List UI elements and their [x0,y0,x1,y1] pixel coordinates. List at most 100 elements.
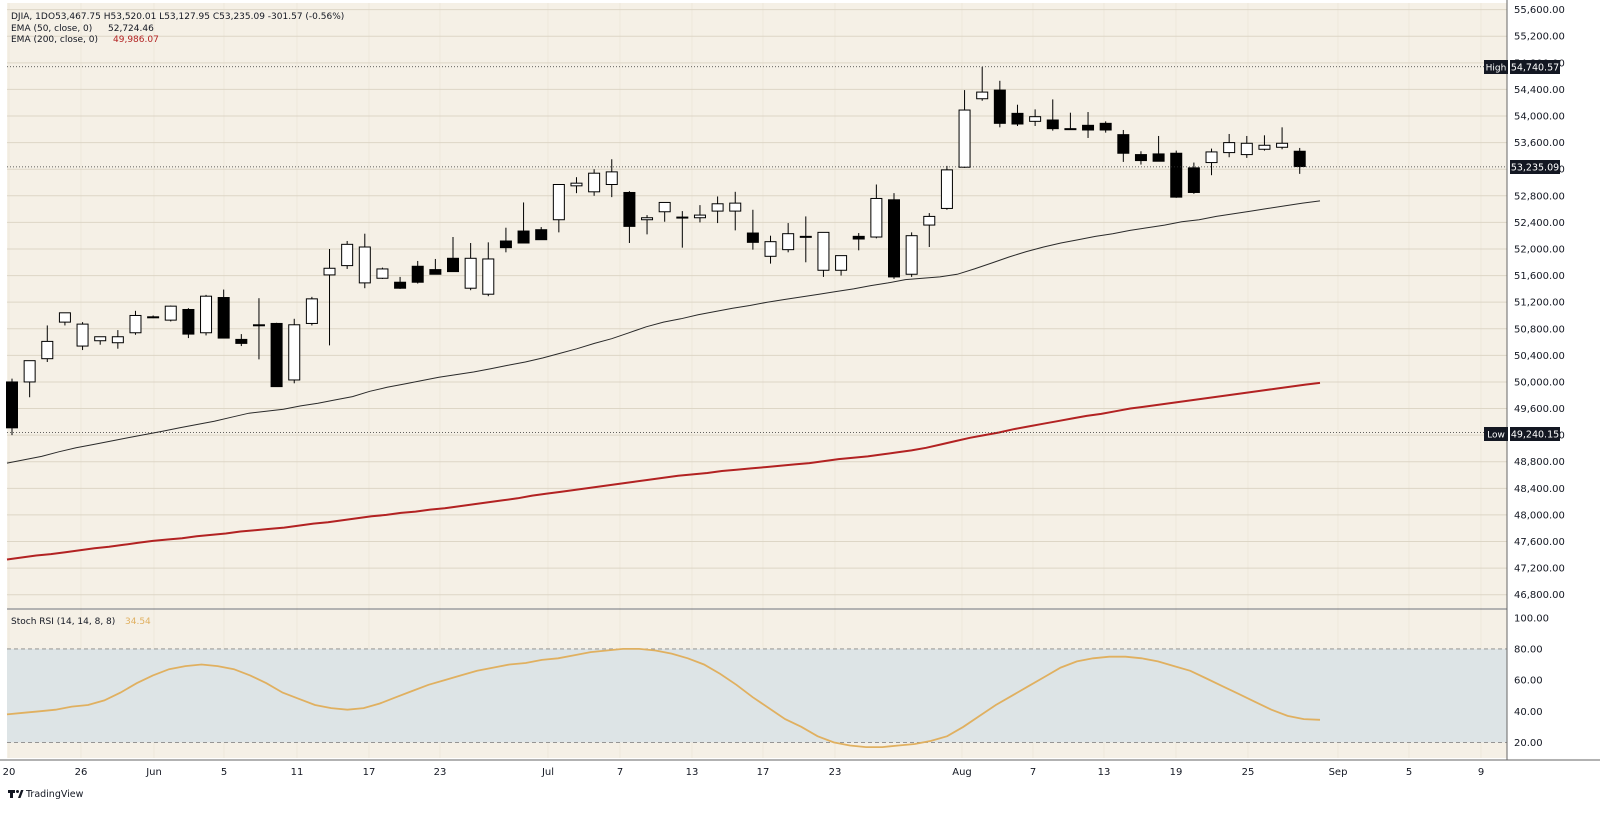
candle[interactable] [1046,99,1059,131]
candle[interactable] [940,165,953,210]
legend-symbol[interactable]: DJIA, 1D [11,12,48,22]
candle[interactable] [923,213,936,247]
candle[interactable] [1082,112,1095,138]
time-tick-label: 26 [75,767,88,778]
price-axis[interactable]: 46,800.00 47,200.00 47,600.00 48,000.00 48,4… [1514,5,1565,601]
candle-body-up [200,295,213,334]
candle[interactable] [676,211,689,248]
candle[interactable] [1223,133,1236,158]
candle[interactable] [799,216,812,263]
candle[interactable] [1134,151,1147,165]
candle[interactable] [535,227,548,241]
watermark[interactable]: TradingView [25,789,84,800]
candle[interactable] [411,260,424,284]
candle[interactable] [1187,162,1200,194]
candle[interactable] [341,241,354,269]
candle[interactable] [499,227,512,253]
candle[interactable] [746,209,759,250]
candle[interactable] [641,215,654,235]
candle[interactable] [1276,127,1289,150]
candle[interactable] [570,177,583,194]
candle[interactable] [76,322,89,351]
candle[interactable] [852,233,865,251]
legend-ema200-label[interactable]: EMA (200, close, 0) [11,35,98,45]
legend-ema50-label[interactable]: EMA (50, close, 0) [11,24,92,34]
candle[interactable] [305,296,318,326]
candle[interactable] [482,242,495,297]
candle[interactable] [1258,135,1271,151]
candle[interactable] [111,330,124,349]
candle[interactable] [200,294,213,336]
candle[interactable] [252,298,265,360]
candle[interactable] [23,360,36,398]
tradingview-logo-icon[interactable] [8,790,24,798]
candle[interactable] [270,322,283,388]
candle[interactable] [182,308,195,339]
grid [7,3,1507,758]
candle[interactable] [711,196,724,224]
candle[interactable] [1240,135,1253,158]
candle[interactable] [517,202,530,244]
candle[interactable] [1293,147,1306,174]
candle[interactable] [1117,129,1130,162]
candle[interactable] [376,267,389,279]
candle[interactable] [870,184,883,239]
candle[interactable] [358,233,371,289]
candle[interactable] [905,232,918,277]
candle[interactable] [41,325,54,363]
candle[interactable] [764,235,777,264]
candle[interactable] [1029,109,1042,126]
candle[interactable] [447,237,459,273]
candle[interactable] [323,248,336,346]
candle[interactable] [147,315,160,319]
stoch-tick-label: 80.00 [1514,644,1543,655]
candle[interactable] [782,223,795,253]
candle[interactable] [288,318,301,384]
candle[interactable] [693,205,706,223]
candle[interactable] [1170,150,1183,198]
candle-body-up [570,182,583,187]
price-tick-label: 55,200.00 [1514,32,1565,43]
candle[interactable] [235,334,248,347]
candle[interactable] [164,305,177,322]
candle[interactable] [817,231,830,277]
candle[interactable] [394,276,407,289]
price-tick-label: 48,800.00 [1514,457,1565,468]
candle[interactable] [94,336,107,345]
candle[interactable] [588,169,601,196]
time-tick-label: 23 [829,767,842,778]
candle[interactable] [552,184,565,233]
candle[interactable] [58,312,71,326]
candle[interactable] [976,66,989,101]
low-tag: Low [1487,431,1505,441]
candle[interactable] [729,191,742,231]
candle[interactable] [1064,112,1077,131]
candle[interactable] [129,310,142,335]
candle[interactable] [1011,104,1024,126]
candle[interactable] [623,191,636,244]
legend-stoch-label[interactable]: Stoch RSI (14, 14, 8, 8) [11,617,115,627]
candle[interactable] [605,159,618,198]
candle[interactable] [658,201,671,222]
stoch-axis[interactable]: 20.00 40.00 60.00 80.00 100.00 [1514,613,1549,749]
candle[interactable] [217,289,230,339]
time-tick-label: 13 [686,767,699,778]
candle[interactable] [429,258,442,275]
candle-body-down [888,199,900,278]
candle[interactable] [1099,121,1112,133]
candle-body-up [164,305,177,321]
candle[interactable] [464,243,477,291]
candle-body-down [394,281,407,289]
candle[interactable] [6,378,18,436]
candle[interactable] [835,255,848,276]
candles[interactable] [6,66,1306,436]
time-axis[interactable]: 20 26 Jun 5 11 17 23 Jul 7 13 17 23 Aug 7 13 19 25 Sep 5 9 [3,767,1485,778]
stoch-tick-label: 40.00 [1514,707,1543,718]
candle[interactable] [1152,135,1165,162]
candle[interactable] [1205,148,1218,176]
candle-body-up [376,268,389,279]
candle[interactable] [993,80,1006,128]
candle[interactable] [888,193,900,279]
